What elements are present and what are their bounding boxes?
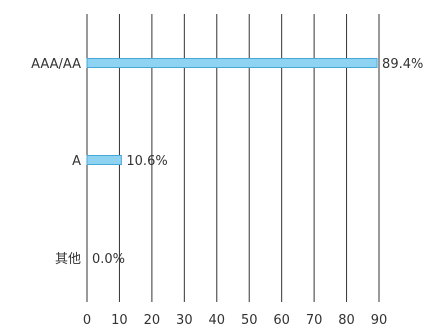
- x-tick-label: 90: [371, 313, 388, 328]
- x-tick-label: 80: [338, 313, 355, 328]
- data-label: 10.6%: [126, 154, 167, 169]
- data-label: 89.4%: [382, 57, 423, 72]
- category-label: AAA/AA: [31, 57, 81, 72]
- category-labels: AAA/AA A 其他: [31, 57, 81, 267]
- x-tick-label: 70: [306, 313, 323, 328]
- x-tick-label: 30: [176, 313, 193, 328]
- x-axis-ticks: 0 10 20 30 40 50 60 70 80 90: [83, 313, 387, 328]
- bars: [86, 58, 378, 165]
- x-tick-label: 0: [83, 313, 91, 328]
- data-label: 0.0%: [92, 252, 125, 267]
- bar: [86, 155, 122, 165]
- x-tick-label: 60: [273, 313, 290, 328]
- category-label: 其他: [55, 252, 81, 267]
- x-tick-label: 20: [144, 313, 161, 328]
- x-tick-label: 50: [241, 313, 258, 328]
- bar: [86, 58, 378, 68]
- category-label: A: [72, 154, 81, 169]
- x-tick-label: 40: [209, 313, 226, 328]
- x-tick-label: 10: [111, 313, 128, 328]
- data-labels: 89.4% 10.6% 0.0%: [92, 57, 423, 267]
